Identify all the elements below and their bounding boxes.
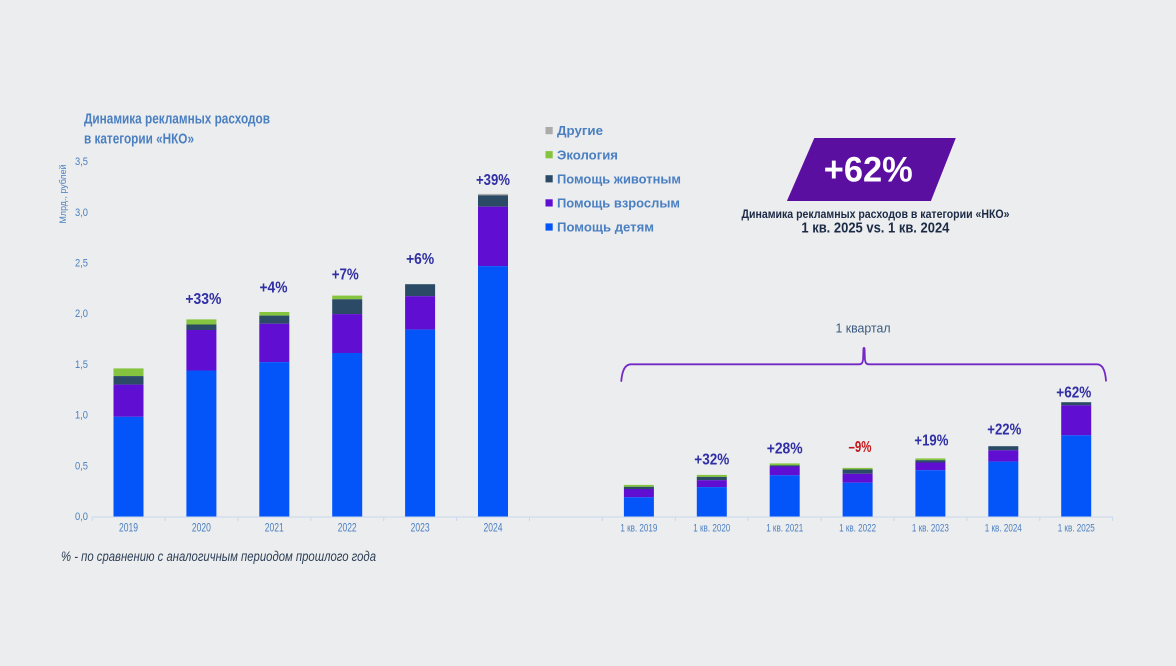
svg-text:Помощь взрослым: Помощь взрослым (557, 196, 680, 211)
svg-text:% - по сравнению с аналогичным: % - по сравнению с аналогичным периодом … (61, 549, 376, 564)
svg-text:1 кв. 2021: 1 кв. 2021 (766, 523, 803, 535)
svg-text:2,5: 2,5 (75, 258, 88, 270)
svg-text:1 кв. 2025: 1 кв. 2025 (1058, 523, 1095, 535)
svg-text:Динамика рекламных расходов: Динамика рекламных расходов (84, 111, 270, 128)
svg-text:1 кв. 2022: 1 кв. 2022 (839, 523, 876, 535)
svg-text:1 кв. 2023: 1 кв. 2023 (912, 523, 949, 535)
svg-text:1 кв. 2024: 1 кв. 2024 (985, 523, 1022, 535)
svg-text:2024: 2024 (484, 521, 503, 535)
svg-text:3,5: 3,5 (75, 156, 88, 168)
svg-text:2022: 2022 (338, 521, 357, 535)
svg-text:1 кв. 2025 vs. 1 кв. 2024: 1 кв. 2025 vs. 1 кв. 2024 (801, 220, 950, 237)
svg-text:1 квартал: 1 квартал (836, 321, 891, 336)
svg-text:3,0: 3,0 (75, 207, 88, 219)
svg-text:2023: 2023 (411, 521, 430, 535)
svg-text:+62%: +62% (824, 151, 913, 190)
svg-text:Помощь животным: Помощь животным (557, 171, 681, 186)
svg-text:0,0: 0,0 (75, 511, 88, 523)
svg-text:2019: 2019 (119, 521, 138, 535)
svg-text:1 кв. 2020: 1 кв. 2020 (693, 523, 730, 535)
svg-text:1,5: 1,5 (75, 359, 88, 371)
svg-text:+28%: +28% (767, 441, 803, 458)
svg-text:2020: 2020 (192, 521, 211, 535)
svg-text:+6%: +6% (406, 251, 434, 268)
svg-text:+4%: +4% (260, 280, 288, 297)
svg-text:Экология: Экология (557, 147, 618, 162)
svg-text:в категории «НКО»: в категории «НКО» (84, 131, 194, 148)
svg-text:Другие: Другие (557, 123, 603, 138)
svg-text:0,5: 0,5 (75, 460, 88, 472)
svg-text:Млрд., рублей: Млрд., рублей (58, 165, 68, 224)
svg-text:2021: 2021 (265, 521, 284, 535)
svg-text:+62%: +62% (1056, 385, 1091, 402)
svg-text:Динамика рекламных расходов в: Динамика рекламных расходов в категории … (742, 207, 1010, 221)
svg-text:+7%: +7% (332, 267, 359, 284)
svg-text:+32%: +32% (694, 451, 729, 468)
svg-text:Помощь детям: Помощь детям (557, 220, 654, 235)
svg-text:+22%: +22% (987, 422, 1021, 439)
svg-text:+19%: +19% (914, 433, 948, 450)
svg-text:–9%: –9% (849, 439, 872, 456)
svg-text:+33%: +33% (185, 291, 221, 308)
svg-text:1 кв. 2019: 1 кв. 2019 (620, 523, 657, 535)
svg-text:2,0: 2,0 (75, 308, 88, 320)
svg-text:+39%: +39% (476, 172, 510, 189)
svg-text:1,0: 1,0 (75, 410, 88, 422)
